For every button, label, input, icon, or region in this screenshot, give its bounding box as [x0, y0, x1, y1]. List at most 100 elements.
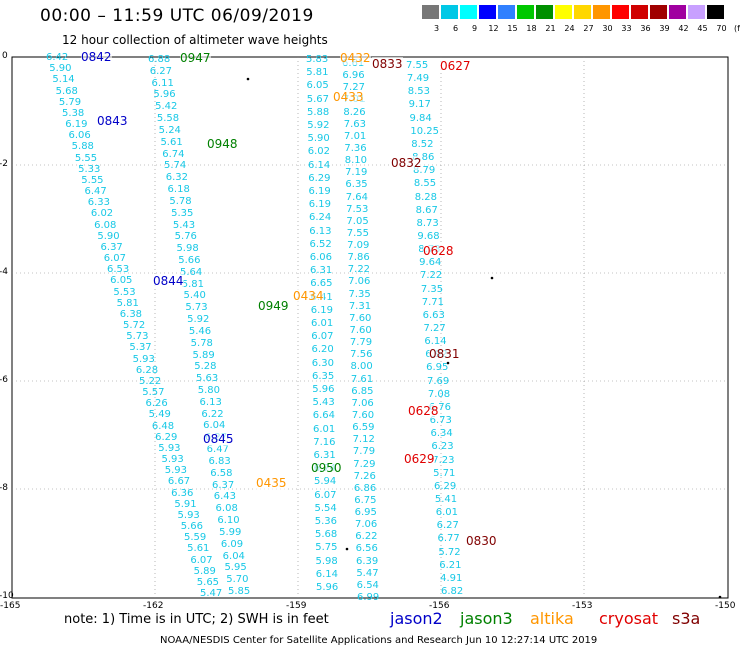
wave-height-value: 7.09	[347, 240, 370, 252]
scale-swatch	[422, 5, 439, 19]
wave-height-value: 5.58	[156, 113, 180, 125]
wave-height-value: 5.61	[187, 543, 210, 555]
wave-height-value: 6.27	[149, 65, 173, 77]
wave-height-value: 5.43	[172, 219, 196, 231]
wave-height-value: 6.42	[46, 52, 69, 63]
pass-time-label: 0629	[404, 452, 435, 466]
wave-height-value: 6.75	[354, 494, 377, 506]
wave-height-value: 7.05	[346, 215, 369, 227]
wave-height-value: 7.71	[421, 296, 445, 308]
wave-height-value: 5.47	[356, 567, 379, 579]
credit-line: NOAA/NESDIS Center for Satellite Applica…	[160, 635, 598, 646]
wave-height-value: 6.59	[352, 422, 375, 434]
pass-time-label: 0831	[429, 347, 460, 361]
wave-height-value: 6.33	[87, 197, 110, 209]
wave-height-value: 5.55	[81, 174, 104, 186]
wave-height-value: 5.35	[171, 207, 194, 219]
wave-height-value: 6.05	[110, 275, 133, 287]
scale-swatch	[517, 5, 534, 19]
pass-time-label: 0950	[311, 461, 342, 475]
wave-height-value: 5.81	[181, 278, 205, 290]
lon-tick-label: -165	[0, 601, 21, 611]
wave-height-value: 5.93	[164, 465, 187, 477]
wave-height-value: 9.17	[408, 99, 431, 111]
wave-height-value: 7.19	[345, 167, 368, 179]
wave-height-value: 7.26	[353, 470, 376, 482]
wave-height-value: 6.11	[151, 77, 174, 89]
wave-height-value: 5.71	[433, 467, 456, 479]
wave-height-value: 5.73	[126, 331, 149, 343]
wave-height-value: 8.00	[350, 361, 373, 373]
wave-height-value: 7.86	[347, 252, 370, 264]
wave-height-value: 7.35	[348, 288, 371, 300]
wave-height-value: 7.55	[406, 60, 429, 71]
wave-height-value: 8.79	[413, 165, 436, 177]
wave-height-value: 5.64	[180, 266, 203, 278]
wave-height-value: 7.63	[343, 118, 366, 130]
wave-height-value: 7.49	[406, 73, 430, 85]
wave-height-value: 6.82	[441, 586, 464, 597]
wave-height-value: 6.14	[424, 336, 447, 348]
scale-label: 70	[716, 24, 727, 33]
wave-height-value: 7.12	[352, 434, 375, 446]
scale-swatch	[612, 5, 629, 19]
wave-height-value: 8.86	[412, 152, 435, 164]
wave-height-value: 5.42	[155, 101, 178, 113]
pass-time-label: 0435	[256, 476, 287, 490]
lon-tick-label: -159	[286, 601, 307, 611]
scale-label: 3	[433, 24, 440, 33]
wave-height-value: 5.88	[307, 106, 330, 118]
wave-height-value: 5.73	[185, 302, 208, 314]
scale-label: 15	[507, 24, 518, 33]
wave-height-value: 7.29	[353, 458, 376, 470]
scale-swatch	[669, 5, 686, 19]
wave-height-value: 6.31	[310, 265, 333, 277]
wave-height-value: 6.04	[222, 550, 245, 562]
wave-height-value: 5.37	[129, 342, 152, 354]
wave-height-value: 5.63	[196, 373, 219, 385]
wave-height-value: 6.39	[355, 555, 379, 567]
island-mark	[345, 547, 349, 551]
wave-height-value: 6.01	[311, 318, 334, 329]
wave-height-value: 6.30	[311, 357, 335, 369]
wave-height-value: 7.06	[351, 397, 374, 409]
wave-height-value: 5.88	[71, 141, 94, 153]
wave-height-value: 7.01	[344, 130, 367, 142]
map-subtitle: 12 hour collection of altimeter wave hei…	[62, 33, 328, 47]
wave-height-value: 6.20	[311, 344, 334, 356]
wave-height-value: 7.61	[350, 373, 374, 385]
wave-height-value: 5.68	[55, 85, 78, 97]
pass-time-label: 0833	[372, 57, 403, 71]
scale-label: 33	[621, 24, 632, 33]
wave-height-value: 6.48	[151, 420, 175, 432]
wave-height-value: 10.25	[410, 125, 440, 137]
wave-height-value: 6.76	[428, 401, 452, 413]
pass-time-label: 0947	[180, 51, 211, 65]
wave-height-value: 6.23	[431, 441, 454, 453]
wave-height-value: 6.67	[167, 476, 191, 488]
wave-height-value: 6.07	[311, 331, 334, 343]
scale-swatch	[593, 5, 610, 19]
scale-label: 42	[678, 24, 689, 33]
wave-height-value: 6.14	[308, 159, 331, 171]
wave-height-value: 6.63	[422, 309, 445, 321]
wave-height-value: 6.19	[310, 304, 334, 316]
wave-height-value: 5.54	[314, 502, 337, 514]
wave-height-value: 6.29	[308, 172, 331, 184]
wave-height-value: 7.31	[348, 300, 372, 312]
lat-tick-label: -2	[0, 159, 8, 169]
wave-height-value: 8.67	[415, 204, 438, 216]
pass-time-label: 0948	[207, 137, 238, 151]
wave-height-value: 6.19	[65, 119, 88, 130]
scale-label: 12	[488, 24, 499, 33]
wave-height-value: 6.19	[308, 199, 332, 211]
island-mark	[490, 276, 494, 280]
wave-height-value: 5.75	[315, 542, 338, 554]
wave-height-value: 6.43	[213, 491, 237, 503]
wave-height-value: 6.07	[190, 554, 213, 566]
pass-time-label: 0434	[293, 289, 324, 303]
wave-height-value: 5.43	[312, 397, 335, 409]
wave-height-value: 7.69	[427, 375, 450, 387]
wave-height-value: 5.72	[123, 320, 146, 331]
wave-height-value: 9.84	[409, 112, 432, 124]
